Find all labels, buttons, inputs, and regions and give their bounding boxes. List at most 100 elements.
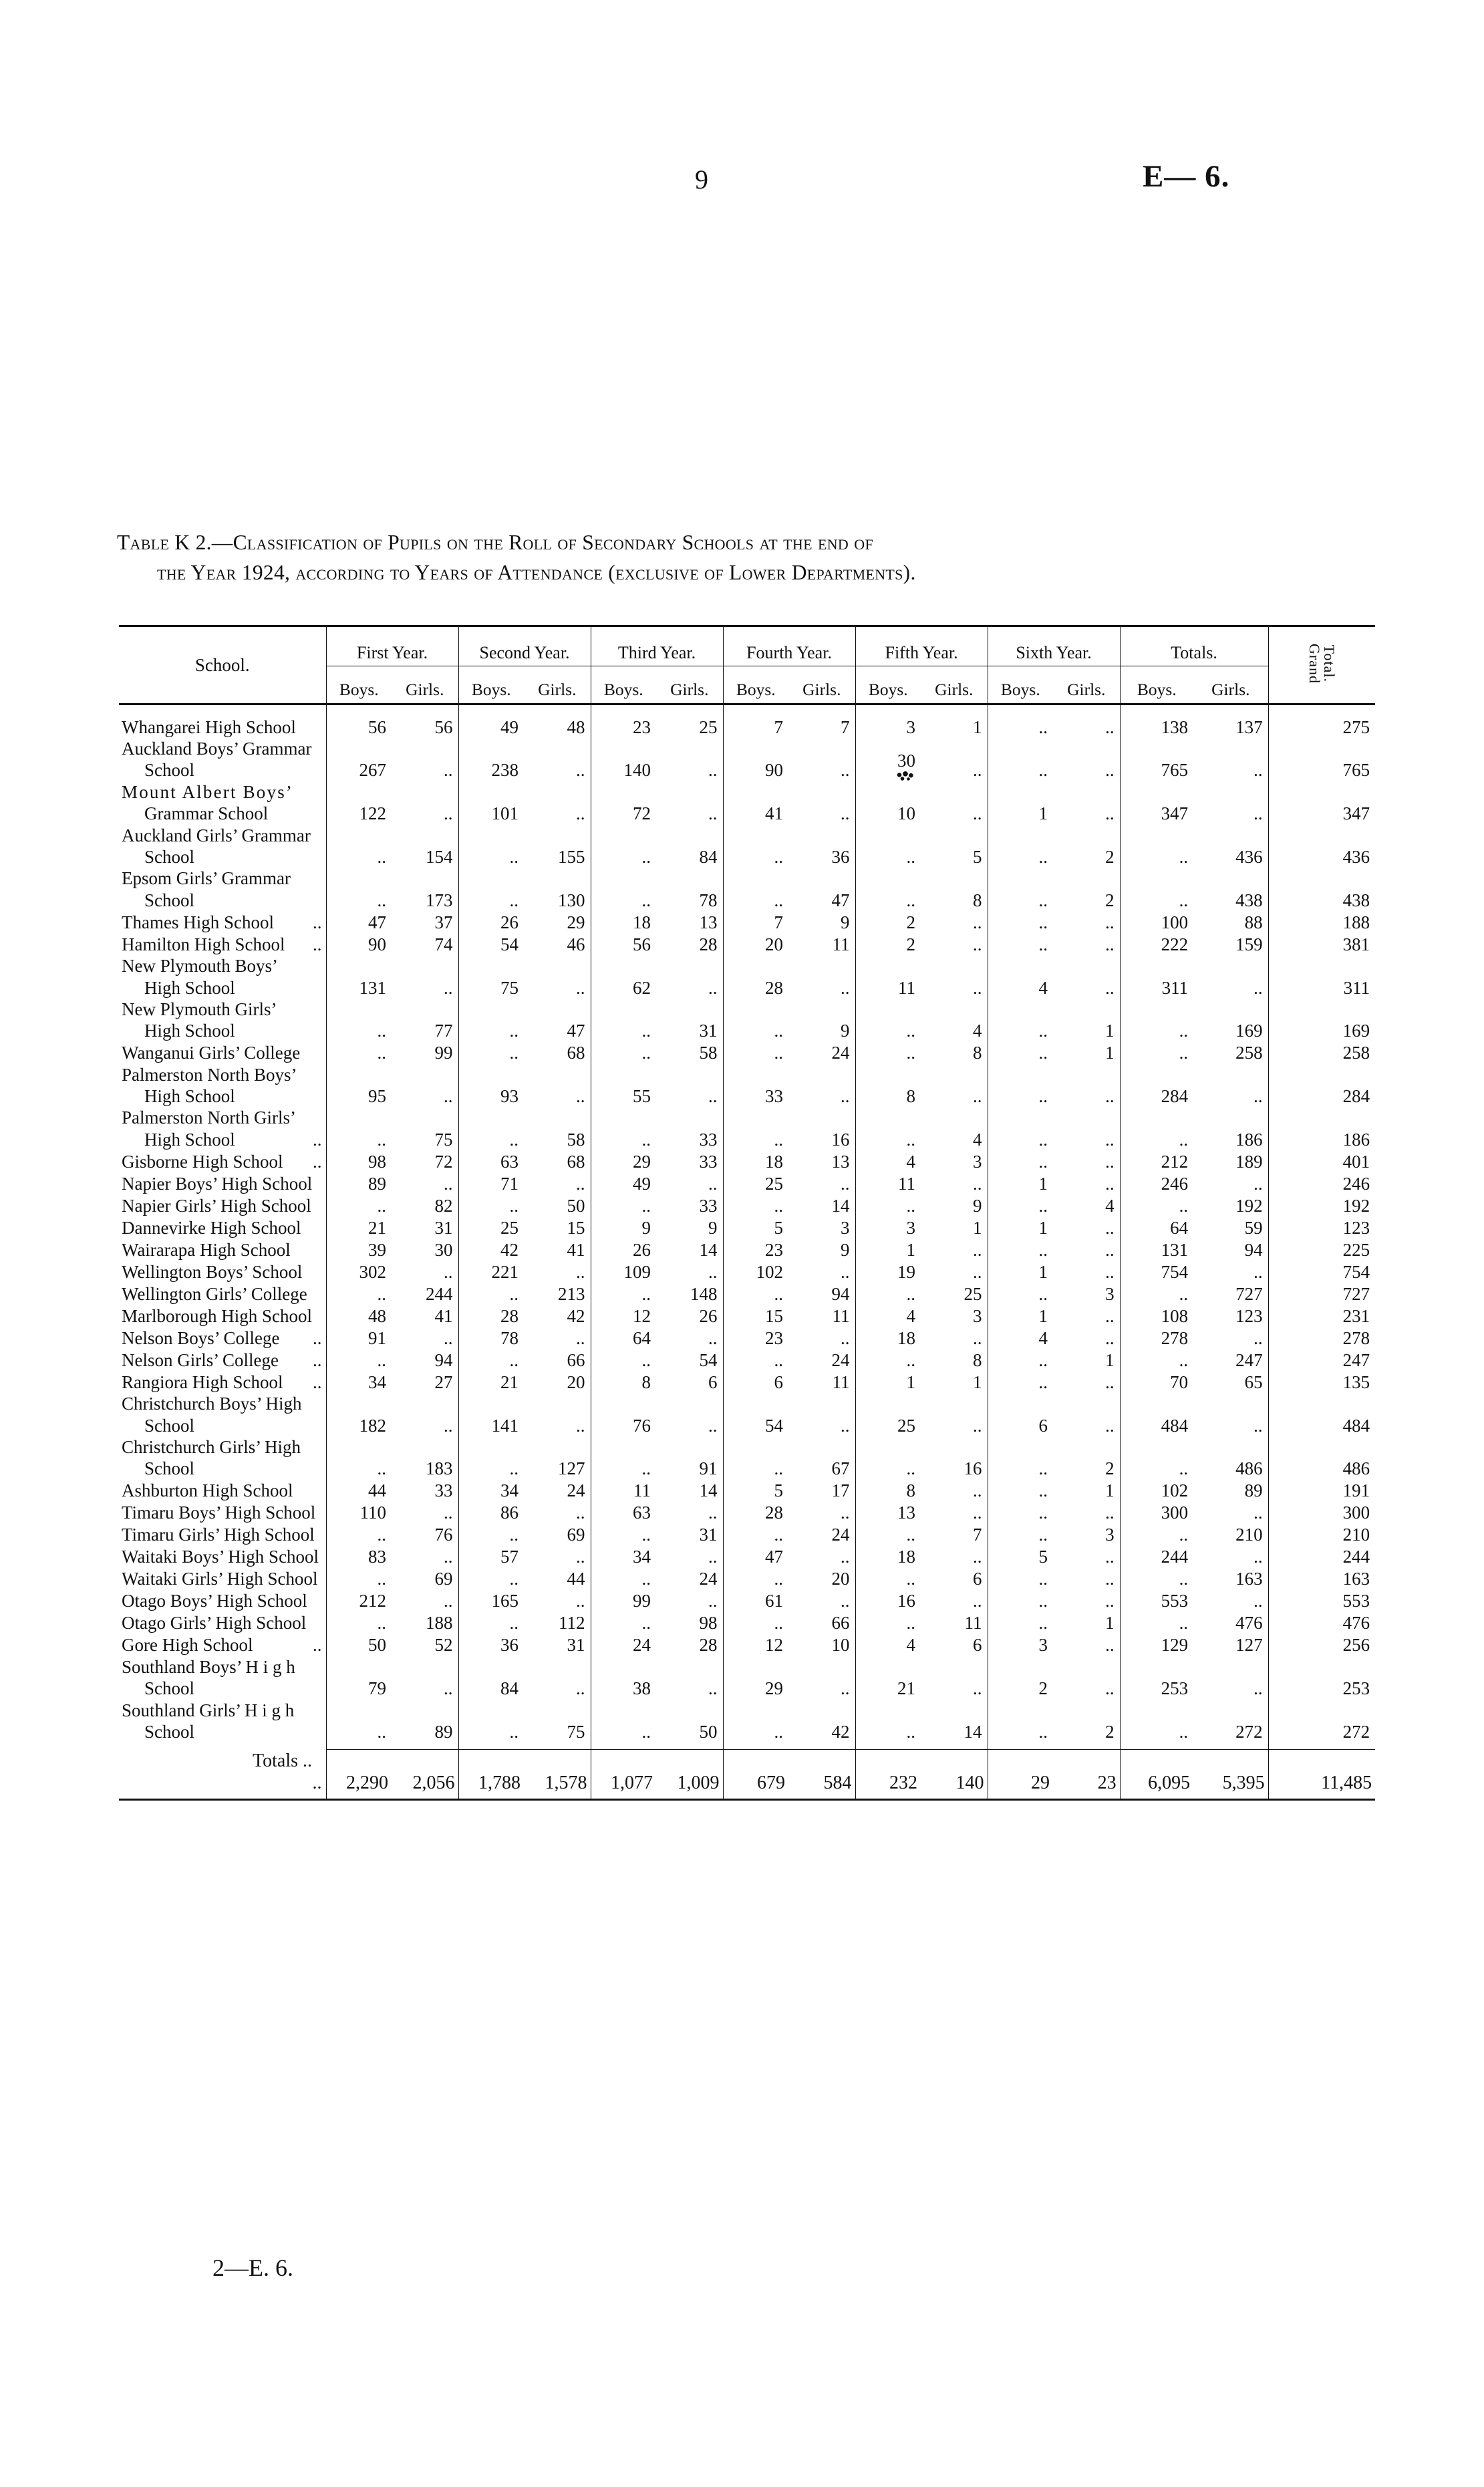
school-name-cell: Rangiora High School.. bbox=[119, 1371, 326, 1393]
caption-line-2: the Year 1924, according to Years of Att… bbox=[157, 560, 916, 584]
cell-fourth-girls: .. bbox=[841, 1261, 850, 1282]
cell-fourth-boys: 7 bbox=[722, 911, 789, 934]
school-name-cell: Gore High School.. bbox=[119, 1634, 326, 1656]
cell-sixth-girls: .. bbox=[1105, 1261, 1115, 1282]
cell-totals-boys: 244 bbox=[1119, 1545, 1194, 1568]
cell-fourth-boys: 23 bbox=[722, 1238, 789, 1261]
spacer-cell bbox=[921, 703, 988, 716]
school-name-primary: Rangiora High School bbox=[122, 1371, 283, 1392]
spacer-cell bbox=[524, 1742, 591, 1750]
header-fifth-year: Fifth Year. bbox=[855, 625, 988, 666]
header-third-girls: Girls. bbox=[670, 680, 709, 699]
dot-leader: .. bbox=[313, 934, 322, 954]
cell-fourth-boys: .. bbox=[722, 998, 789, 1042]
table-row: Ashburton High School 44 33 34 24 11 14 5 17 8...… bbox=[119, 1479, 1376, 1502]
cell-sixth-girls: .. bbox=[1105, 1217, 1115, 1238]
cell-sixth-girls: .. bbox=[1105, 1129, 1115, 1150]
dot-leader: .. bbox=[313, 1129, 322, 1150]
cell-fourth-girls: .. bbox=[841, 977, 850, 998]
cell-second-girls: 69 bbox=[567, 1525, 585, 1545]
cell-total-grand-total: 11,485 bbox=[1268, 1749, 1376, 1800]
cell-fifth-girls: .. bbox=[973, 1502, 982, 1523]
cell-total-totals-girls: 5,395 bbox=[1193, 1749, 1269, 1800]
cell-fourth-boys: 23 bbox=[722, 1327, 789, 1349]
table-row: Wellington Girls’ College.. 244.. 213.. 148… bbox=[119, 1283, 1376, 1305]
table-row: Marlborough High School 48 41 28 42 12 26 15 11 4… bbox=[119, 1305, 1376, 1327]
school-name-primary: Auckland Boys’ Grammar bbox=[122, 739, 312, 759]
cell-first-girls: 99 bbox=[434, 1043, 453, 1063]
cell-sixth-boys: .. bbox=[987, 1589, 1054, 1612]
school-name-primary: Wellington Girls’ College bbox=[122, 1283, 307, 1304]
cell-grand-total: 401 bbox=[1268, 1150, 1376, 1173]
cell-fourth-girls: .. bbox=[841, 760, 850, 781]
spacer-cell bbox=[458, 1742, 525, 1750]
cell-second-boys: 78 bbox=[458, 1327, 525, 1349]
cell-fifth-boys: .. bbox=[855, 868, 921, 912]
school-name-primary: Gisborne High School bbox=[122, 1151, 283, 1172]
totals-label-cell: Totals .... bbox=[119, 1750, 326, 1800]
cell-sixth-boys: .. bbox=[987, 1436, 1054, 1480]
cell-first-girls: 52 bbox=[434, 1635, 453, 1656]
page-running-head: 9 E— 6. bbox=[0, 159, 1484, 211]
cell-grand-total: 300 bbox=[1268, 1501, 1376, 1524]
cell-first-girls: 30 bbox=[434, 1239, 453, 1260]
cell-totals-boys: .. bbox=[1119, 1436, 1194, 1480]
spacer-cell bbox=[921, 1742, 988, 1750]
cell-fifth-boys: 1 bbox=[855, 1238, 921, 1261]
cell-sixth-boys: 2 bbox=[987, 1656, 1054, 1700]
table-row: Napier Boys’ High School 89.. 71.. 49.. 25..… bbox=[119, 1172, 1376, 1195]
cell-totals-boys: 108 bbox=[1119, 1305, 1194, 1327]
table-row: Nelson Girls’ College.... 94.. 66.. 54.. 24.… bbox=[119, 1349, 1376, 1371]
cell-totals-girls: .. bbox=[1253, 1261, 1263, 1282]
cell-third-girls: 33 bbox=[699, 1195, 718, 1216]
spacer-cell bbox=[392, 1799, 459, 1801]
cell-fifth-boys: 2 bbox=[855, 933, 921, 956]
cell-third-girls: .. bbox=[708, 1327, 718, 1348]
cell-totals-boys: .. bbox=[1119, 1041, 1194, 1064]
cell-fourth-boys: 29 bbox=[722, 1656, 789, 1700]
cell-fourth-girls: 47 bbox=[831, 890, 850, 910]
cell-fifth-girls: .. bbox=[973, 912, 982, 932]
school-name-cell: Nelson Girls’ College.. bbox=[119, 1349, 326, 1371]
school-name-cell: Napier Boys’ High School bbox=[119, 1172, 326, 1194]
school-name-primary: Wairarapa High School bbox=[122, 1239, 291, 1260]
cell-second-girls: .. bbox=[576, 1591, 585, 1611]
cell-sixth-boys: .. bbox=[987, 998, 1054, 1042]
cell-third-boys: 26 bbox=[590, 1238, 657, 1261]
spacer-cell bbox=[921, 1799, 988, 1801]
cell-fourth-boys: 28 bbox=[722, 1501, 789, 1524]
cell-fifth-girls: 16 bbox=[963, 1458, 982, 1479]
cell-sixth-boys: .. bbox=[987, 933, 1054, 956]
cell-totals-boys: .. bbox=[1119, 998, 1194, 1042]
cell-totals-boys: 484 bbox=[1119, 1393, 1194, 1437]
cell-fifth-boys: .. bbox=[855, 998, 921, 1042]
cell-third-boys: 140 bbox=[590, 738, 657, 781]
cell-totals-boys: .. bbox=[1119, 868, 1194, 912]
school-name-cell: Epsom Girls’ Grammar School bbox=[119, 868, 326, 911]
cell-sixth-girls: .. bbox=[1105, 977, 1115, 998]
cell-sixth-girls: .. bbox=[1105, 1547, 1115, 1567]
header-sixth-boys: Boys. bbox=[987, 666, 1054, 704]
cell-fourth-girls: 42 bbox=[831, 1721, 850, 1742]
school-name-continuation: School bbox=[144, 846, 195, 867]
table-bottom-rule bbox=[119, 1799, 1376, 1801]
school-name-continuation: School bbox=[144, 1415, 195, 1436]
cell-totals-girls: 88 bbox=[1244, 912, 1263, 932]
cell-fifth-boys: .. bbox=[855, 1523, 921, 1546]
header-group-row: School. First Year. Second Year. Third Y… bbox=[119, 625, 1376, 704]
cell-sixth-boys: 5 bbox=[987, 1545, 1054, 1568]
cell-fifth-boys: 19 bbox=[855, 1261, 921, 1283]
cell-fifth-boys: 11 bbox=[855, 1172, 921, 1195]
cell-totals-girls: 192 bbox=[1235, 1195, 1263, 1216]
cell-sixth-girls: .. bbox=[1105, 1415, 1115, 1436]
cell-first-girls: 183 bbox=[426, 1458, 453, 1479]
header-fourth-girls: Girls. bbox=[802, 680, 841, 699]
cell-fourth-girls: 9 bbox=[841, 1021, 850, 1041]
cell-grand-total: 123 bbox=[1268, 1216, 1376, 1239]
cell-second-girls: 42 bbox=[567, 1305, 585, 1326]
cell-third-boys: 63 bbox=[590, 1501, 657, 1524]
cell-third-boys: 18 bbox=[590, 911, 657, 934]
cell-sixth-girls: .. bbox=[1105, 1569, 1115, 1589]
cell-sixth-girls: .. bbox=[1105, 716, 1115, 737]
cell-third-boys: 56 bbox=[590, 933, 657, 956]
